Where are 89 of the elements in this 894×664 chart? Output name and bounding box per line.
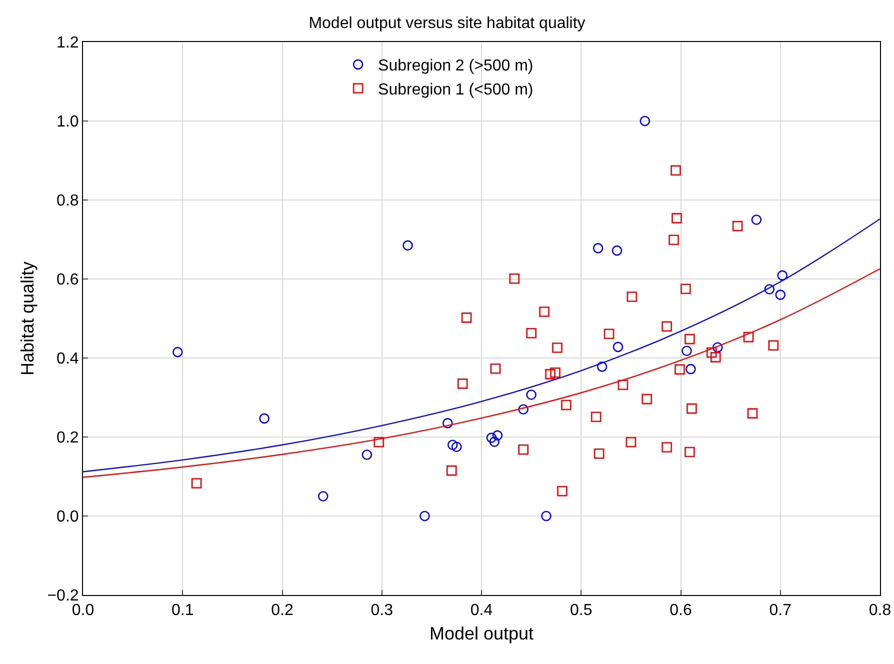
point xyxy=(509,273,520,284)
point xyxy=(557,486,568,496)
point xyxy=(751,214,762,225)
x-tick-label: 0.6 xyxy=(670,602,692,620)
point xyxy=(604,328,614,340)
point xyxy=(626,436,636,448)
legend-label: Subregion 2 (>500 m) xyxy=(378,58,534,75)
point xyxy=(492,430,503,441)
point xyxy=(594,448,604,459)
point xyxy=(672,213,682,224)
point xyxy=(526,390,536,400)
point xyxy=(747,408,758,418)
point xyxy=(590,412,602,422)
point xyxy=(686,364,696,374)
point xyxy=(545,369,556,380)
x-tick-label: 0.3 xyxy=(370,602,394,620)
point xyxy=(670,165,681,176)
point xyxy=(592,243,604,254)
x-tick-label: 0.8 xyxy=(868,602,892,620)
point xyxy=(420,510,430,522)
point xyxy=(172,346,183,358)
chart-title: Model output versus site habitat quality xyxy=(308,14,586,32)
y-tick-label: −0.2 xyxy=(47,588,79,605)
point xyxy=(662,321,672,332)
legend-label: Subregion 1 (<500 m) xyxy=(378,81,534,98)
point xyxy=(684,446,695,458)
line-series xyxy=(83,218,880,472)
point xyxy=(541,510,552,522)
point xyxy=(518,444,528,455)
point xyxy=(674,364,685,375)
point xyxy=(682,346,692,356)
point xyxy=(552,342,562,353)
point xyxy=(447,440,458,450)
point xyxy=(706,347,717,358)
point xyxy=(561,400,572,410)
y-tick-label: 0.0 xyxy=(56,508,79,526)
x-tick-label: 0.5 xyxy=(570,602,592,620)
point xyxy=(461,312,472,323)
point xyxy=(732,220,743,232)
y-tick-label: 0.4 xyxy=(56,350,79,368)
point xyxy=(539,306,550,317)
point xyxy=(612,342,624,352)
point xyxy=(712,342,723,352)
x-tick-label: 0.0 xyxy=(72,602,94,620)
point xyxy=(596,362,608,372)
point xyxy=(680,284,691,294)
y-tick-label: 1.2 xyxy=(56,34,79,52)
y-tick-label: 0.6 xyxy=(56,272,79,289)
point xyxy=(710,352,721,362)
y-tick-label: 0.8 xyxy=(56,192,79,210)
x-tick-label: 0.4 xyxy=(470,602,493,620)
point xyxy=(362,450,372,460)
point xyxy=(402,240,413,251)
point xyxy=(662,442,672,452)
point xyxy=(618,380,628,390)
x-axis-title: Model output xyxy=(429,623,534,644)
point xyxy=(526,328,536,338)
point xyxy=(686,403,697,414)
point xyxy=(768,340,779,351)
point xyxy=(318,491,328,502)
point xyxy=(626,292,638,302)
point xyxy=(486,432,497,443)
point xyxy=(668,234,679,246)
point xyxy=(518,404,528,414)
point xyxy=(764,284,775,294)
point xyxy=(684,334,695,344)
point xyxy=(374,436,384,448)
point xyxy=(446,465,457,476)
y-tick-label: 1.0 xyxy=(56,114,79,131)
y-axis-title: Habitat quality xyxy=(17,261,38,376)
point xyxy=(457,378,468,389)
point xyxy=(550,367,560,378)
x-tick-label: 0.7 xyxy=(769,602,792,620)
point xyxy=(775,290,786,300)
point xyxy=(642,394,652,404)
point xyxy=(191,478,202,488)
point xyxy=(442,418,453,428)
point xyxy=(490,364,501,374)
point xyxy=(451,442,462,452)
line-series xyxy=(83,268,880,478)
point xyxy=(259,413,270,424)
point xyxy=(743,332,754,342)
y-tick-label: 0.2 xyxy=(56,430,79,447)
point xyxy=(612,245,622,256)
point xyxy=(640,116,650,126)
point xyxy=(777,270,788,281)
point xyxy=(489,436,500,447)
x-tick-label: 0.2 xyxy=(271,602,294,620)
x-tick-label: 0.1 xyxy=(172,602,194,620)
